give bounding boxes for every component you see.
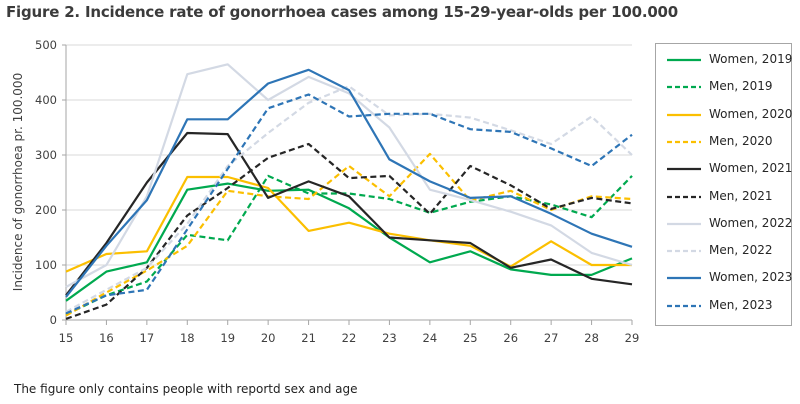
x-tick-label: 28 (584, 331, 599, 345)
legend-swatch (667, 140, 701, 143)
legend-item: Men, 2020 (656, 132, 793, 152)
legend-item: Women, 2023 (656, 268, 793, 288)
legend-item: Men, 2019 (656, 77, 793, 97)
series-line-women-2020 (65, 175, 632, 273)
axes (62, 44, 633, 325)
y-tick-label: 300 (35, 148, 57, 162)
legend-label: Men, 2022 (709, 243, 773, 258)
legend-swatch (667, 168, 701, 171)
legend-swatch (667, 86, 701, 89)
legend-swatch (667, 58, 701, 62)
legend-item: Men, 2021 (656, 187, 793, 207)
series-line-women-2022 (65, 63, 633, 288)
x-tick-label: 17 (140, 331, 155, 345)
x-tick-label: 22 (342, 331, 357, 345)
x-tick-label: 18 (180, 331, 195, 345)
x-tick-label: 27 (544, 331, 559, 345)
series-line-men-2020 (65, 152, 633, 317)
legend-label: Women, 2022 (709, 215, 793, 230)
series-line-men-2021 (65, 142, 633, 320)
series-line-men-2023 (65, 93, 633, 315)
legend-item: Men, 2023 (656, 296, 793, 316)
legend-swatch (667, 195, 701, 198)
legend-label: Men, 2021 (709, 188, 773, 203)
x-tick-labels: 15 16 17 18 19 20 21 22 23 24 25 26 27 28 29 (59, 331, 640, 345)
legend-item: Women, 2020 (656, 105, 793, 125)
series-line-men-2022 (65, 85, 633, 313)
series-line-women-2019 (65, 182, 633, 302)
x-tick-label: 24 (423, 331, 438, 345)
legend-label: Men, 2019 (709, 79, 773, 94)
y-tick-label: 100 (35, 258, 57, 272)
legend-label: Women, 2023 (709, 270, 793, 285)
x-tick-label: 20 (261, 331, 276, 345)
series-line-women-2023 (65, 68, 633, 298)
series-line-women-2021 (65, 131, 633, 296)
footnote: The figure only contains people with rep… (14, 382, 358, 396)
chart-title: Figure 2. Incidence rate of gonorrhoea c… (6, 3, 679, 21)
x-tick-label: 26 (503, 331, 518, 345)
y-tick-label: 200 (35, 203, 57, 217)
legend-swatch (667, 304, 701, 307)
legend-swatch (667, 113, 701, 116)
legend: Women, 2019 Men, 2019 Women, 2020 Men, 2020… (655, 43, 792, 326)
x-tick-label: 19 (220, 331, 235, 345)
x-tick-label: 23 (382, 331, 397, 345)
x-tick-label: 29 (625, 331, 640, 345)
x-tick-label: 16 (99, 331, 114, 345)
x-tick-label: 21 (301, 331, 316, 345)
x-tick-label: 15 (59, 331, 74, 345)
legend-item: Women, 2021 (656, 159, 793, 179)
legend-label: Women, 2019 (709, 52, 793, 66)
legend-swatch (667, 222, 701, 225)
legend-label: Men, 2023 (709, 297, 773, 312)
y-axis-title: Incidence of gonorrhoea pr. 100.000 (11, 73, 25, 291)
legend-swatch (667, 277, 701, 280)
gridlines (66, 44, 632, 266)
y-tick-labels: 0 100 200 300 400 500 (35, 38, 57, 327)
y-tick-label: 0 (50, 313, 57, 327)
legend-swatch (667, 249, 701, 253)
x-tick-label: 25 (463, 331, 478, 345)
legend-item: Men, 2022 (656, 241, 793, 261)
legend-label: Men, 2020 (709, 133, 773, 148)
legend-label: Women, 2020 (709, 106, 793, 121)
legend-item: Women, 2022 (656, 214, 793, 234)
series-lines (65, 63, 633, 320)
legend-item: Women, 2019 (656, 50, 793, 70)
y-tick-label: 400 (35, 93, 57, 107)
y-tick-label: 500 (35, 38, 57, 52)
legend-label: Women, 2021 (709, 161, 793, 176)
